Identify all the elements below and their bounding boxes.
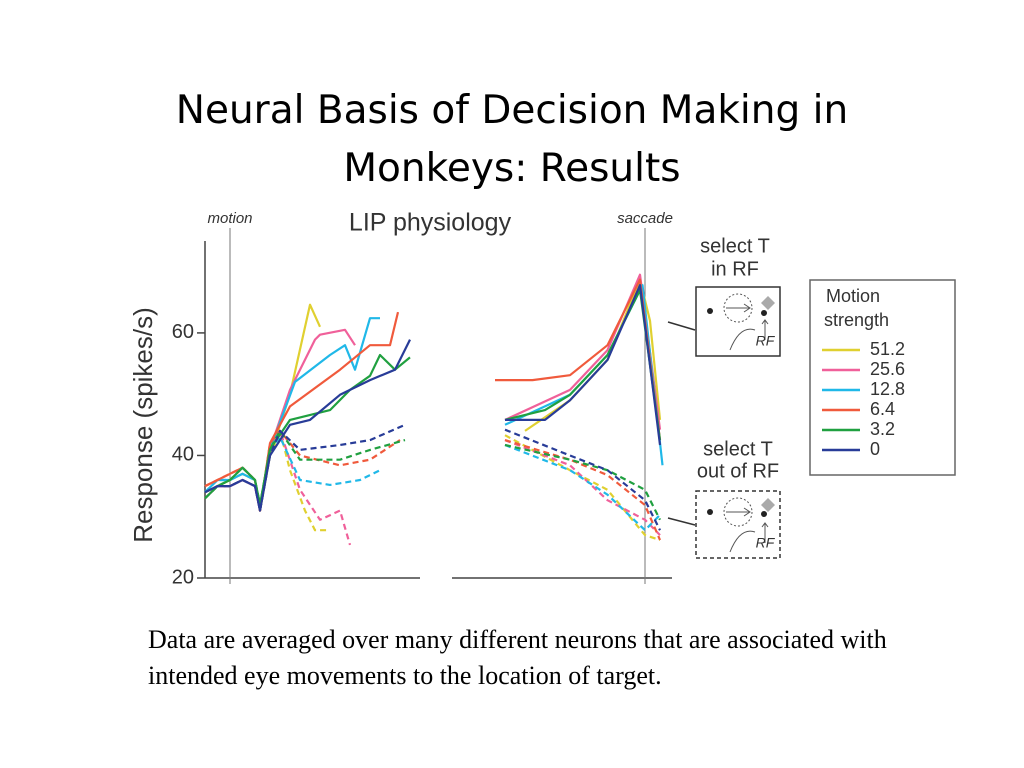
legend-label: 0 [870,439,880,459]
line-in-rf [505,284,662,446]
caption: Data are averaged over many different ne… [148,625,887,690]
annotation: select T [703,438,773,460]
y-tick-label: 60 [172,321,194,343]
line-out-rf [504,443,661,532]
line-out-rf [504,428,661,531]
legend-label: 12.8 [870,379,905,399]
line-in-rf [204,317,380,512]
y-tick-label: 40 [172,444,194,466]
icon-dots [707,296,775,517]
legend-title: Motion [826,286,880,306]
line-out-rf [504,434,661,542]
line-out-rf [204,429,406,506]
legend-label: 51.2 [870,339,905,359]
event-label: saccade [617,210,673,227]
y-axis-label: Response (spikes/s) [128,307,158,543]
legend-label: 6.4 [870,399,895,419]
slide-title: Neural Basis of Decision Making in Monke… [175,88,849,191]
icon-drawing [667,293,769,553]
chart: LIP physiology Response (spikes/s) RF RF… [128,209,956,588]
legend [809,279,956,476]
legend-label: 25.6 [870,359,905,379]
line-in-rf [204,353,411,506]
y-tick-label: 20 [172,566,194,588]
legend-title: strength [824,310,889,330]
annotation: in RF [711,258,759,280]
line-out-rf [504,439,662,541]
line-in-rf [204,339,411,512]
legend-label: 3.2 [870,419,895,439]
line-out-rf [204,429,352,546]
annotation: out of RF [697,460,779,482]
annotation: select T [700,235,770,257]
line-out-rf [504,443,661,521]
event-label: motion [207,210,252,227]
icon-label: RF [756,333,776,349]
chart-title: LIP physiology [349,209,512,237]
line-in-rf [524,278,662,432]
icon-label: RF [756,535,776,551]
line-out-rf [204,423,406,512]
